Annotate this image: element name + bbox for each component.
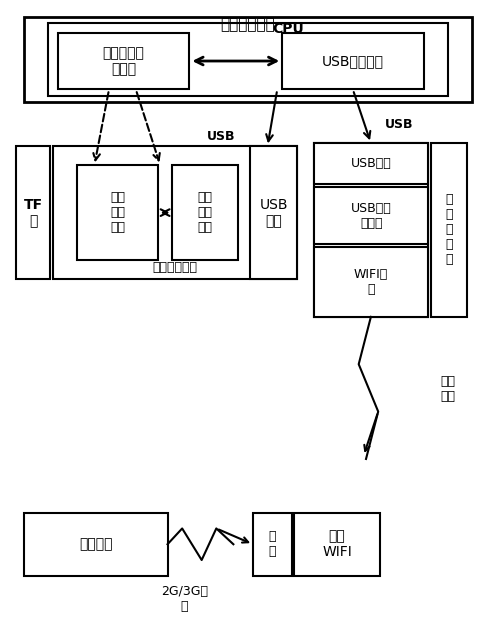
Bar <box>48 23 448 96</box>
Bar <box>24 17 472 102</box>
Bar <box>282 33 424 90</box>
Bar <box>16 147 51 279</box>
Text: 无线
连接: 无线 连接 <box>440 376 456 403</box>
Bar <box>314 143 429 184</box>
Text: 用户
交互
界面: 用户 交互 界面 <box>198 191 213 234</box>
Text: USB: USB <box>207 131 236 143</box>
Text: USB
驱动: USB 驱动 <box>259 198 288 228</box>
Bar <box>77 165 158 260</box>
Text: USB驱动模块: USB驱动模块 <box>322 54 384 68</box>
Bar <box>314 188 429 244</box>
Text: USB模块: USB模块 <box>351 157 391 170</box>
Bar <box>253 513 292 576</box>
Text: 服务后台: 服务后台 <box>79 537 113 551</box>
Text: 自带用户界
面程序: 自带用户界 面程序 <box>103 46 144 76</box>
Bar <box>314 143 429 317</box>
Text: 服务入口程序: 服务入口程序 <box>152 261 197 274</box>
Text: 车载导航设备: 车载导航设备 <box>221 17 275 32</box>
Text: 手
机: 手 机 <box>269 531 276 558</box>
Bar <box>24 513 168 576</box>
Bar <box>294 513 379 576</box>
Text: CPU: CPU <box>272 22 304 36</box>
Bar <box>53 147 297 279</box>
Text: 2G/3G网
络: 2G/3G网 络 <box>161 585 208 613</box>
Text: 调用
机制
模块: 调用 机制 模块 <box>110 191 125 234</box>
Text: 一
键
通
终
端: 一 键 通 终 端 <box>445 193 453 266</box>
Bar <box>314 247 429 317</box>
Text: TF
卡: TF 卡 <box>24 198 43 228</box>
Text: 手机
WIFI: 手机 WIFI <box>322 529 352 559</box>
Bar <box>431 143 467 317</box>
Text: WIFI模
块: WIFI模 块 <box>354 268 388 296</box>
Text: USB集线
器模块: USB集线 器模块 <box>351 202 391 230</box>
Bar <box>58 33 189 90</box>
Text: USB: USB <box>384 118 413 131</box>
Bar <box>173 165 238 260</box>
Bar <box>250 147 297 279</box>
